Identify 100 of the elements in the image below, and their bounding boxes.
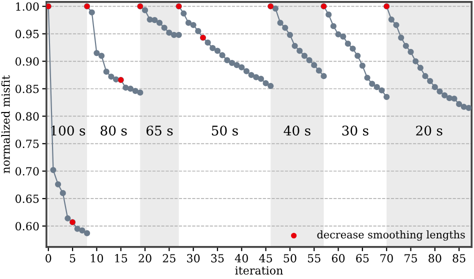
x-tick-label: 55: [308, 254, 320, 262]
point: [112, 76, 120, 82]
y-tick-label: 0.80: [16, 112, 39, 121]
point: [190, 22, 196, 28]
x-tick-label: 35: [211, 254, 224, 262]
point: [286, 32, 294, 38]
point: [248, 72, 254, 78]
y-axis-title: normalized misfit: [1, 75, 10, 174]
point: [301, 52, 308, 59]
annotation: 50 s: [212, 126, 238, 136]
band-label: 20 s: [416, 126, 442, 136]
point: [296, 48, 303, 54]
point: [311, 62, 318, 68]
y-tick-label: 1.00: [16, 2, 39, 11]
x-tick-label: 15: [115, 254, 128, 262]
point: [108, 74, 114, 80]
point: [417, 64, 424, 71]
x-tick-label: 65: [356, 254, 369, 262]
point: [466, 104, 472, 112]
y-tick-label: 0.75: [16, 140, 39, 148]
point: [54, 181, 62, 188]
point: [161, 24, 168, 31]
point: [393, 22, 400, 28]
point: [316, 68, 322, 74]
band-label: 100 s: [51, 126, 86, 136]
point: [204, 40, 211, 46]
x-tick-label: 60: [332, 254, 345, 262]
point: [335, 31, 342, 38]
point: [402, 42, 409, 49]
point: [180, 10, 187, 17]
point: [340, 34, 346, 40]
point: [224, 57, 230, 64]
y-tick-label: 0.70: [16, 167, 39, 176]
point: [122, 84, 129, 91]
point: [277, 20, 284, 26]
point: [64, 215, 71, 222]
point: [185, 20, 192, 26]
point: [60, 190, 66, 196]
point: [378, 87, 385, 94]
point: [442, 92, 448, 98]
point: [152, 17, 158, 24]
x-tick-label: 30: [187, 254, 200, 262]
band-label: 40 s: [284, 126, 310, 136]
annotation: 30 s: [342, 126, 368, 136]
point: [436, 88, 443, 95]
x-tick-label: 80: [428, 254, 442, 262]
y-tick-label: 0.85: [16, 84, 39, 94]
point: [79, 227, 86, 234]
point: [412, 58, 419, 64]
point: [282, 24, 288, 31]
point: [137, 90, 144, 96]
legend-label: decrease smoothing lengths: [317, 230, 465, 241]
point: [384, 94, 390, 100]
point: [388, 16, 394, 23]
x-tick-label: 5: [70, 254, 76, 262]
point: [262, 80, 269, 86]
point: [422, 73, 428, 80]
x-tick-label: 75: [404, 254, 417, 262]
point: [272, 5, 279, 12]
point: [146, 16, 153, 23]
point: [219, 52, 226, 58]
point: [427, 78, 434, 84]
point: [326, 12, 332, 18]
point: [320, 73, 327, 80]
x-tick-label: 0: [46, 254, 52, 262]
y-tick-label: 0.90: [16, 57, 39, 66]
point: [50, 166, 56, 174]
x-tick-label: 85: [452, 254, 466, 262]
point: [364, 74, 370, 81]
point: [127, 86, 134, 92]
band-label: 65 s: [146, 126, 173, 136]
x-tick-label: 50: [284, 254, 296, 262]
y-tick-label: 0.65: [16, 194, 39, 203]
point: [88, 9, 95, 16]
point: [350, 46, 356, 52]
point: [84, 230, 90, 236]
point: [369, 80, 376, 87]
point: [432, 84, 438, 90]
point: [258, 76, 264, 82]
y-tick-label: 0.95: [16, 30, 39, 38]
point: [132, 88, 138, 94]
point: [344, 40, 351, 47]
annotation: 80 s: [100, 126, 127, 136]
point: [243, 68, 250, 74]
point: [451, 96, 458, 102]
point: [456, 101, 462, 108]
point: [398, 34, 404, 41]
x-tick-label: 10: [90, 254, 104, 262]
point: [359, 62, 366, 69]
x-tick-label: 70: [380, 254, 393, 262]
point: [268, 82, 274, 90]
point: [253, 74, 260, 80]
x-tick-label: 20: [138, 254, 152, 262]
point: [354, 52, 361, 59]
point: [94, 50, 100, 56]
point: [166, 30, 172, 36]
point: [210, 45, 216, 52]
point: [234, 62, 240, 68]
point: [446, 95, 452, 102]
y-tick-label: 0.60: [16, 222, 39, 230]
